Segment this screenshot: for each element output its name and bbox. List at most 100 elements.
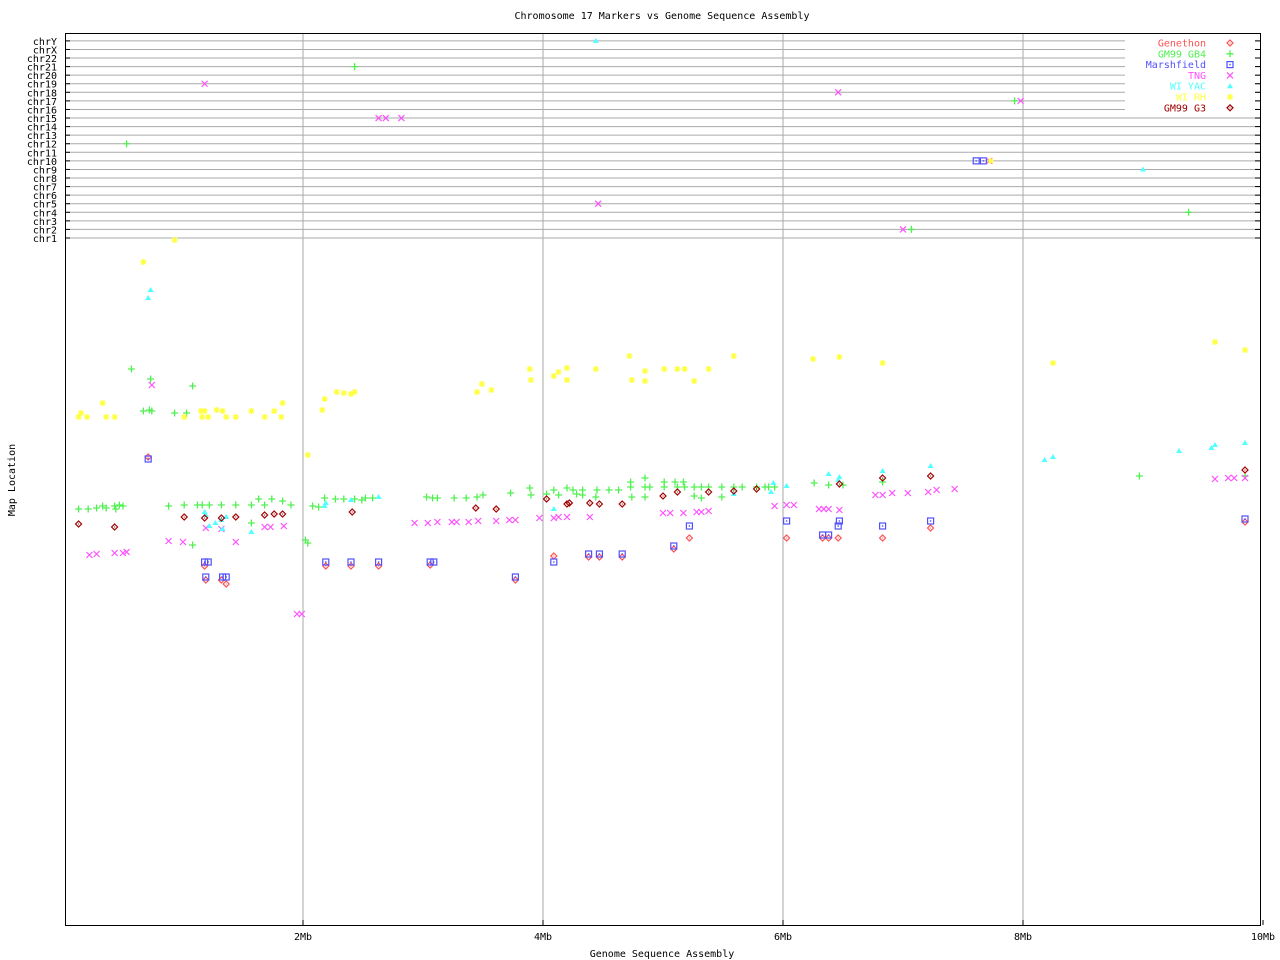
- y-tick-label: chr6: [33, 191, 57, 202]
- data-point: [351, 389, 358, 395]
- data-point: [527, 491, 535, 499]
- data-point: [268, 495, 276, 503]
- chromosome-hit-point: [979, 157, 988, 165]
- data-point: [433, 494, 441, 502]
- data-point: [595, 550, 604, 558]
- legend-label: WI RH: [1176, 93, 1206, 104]
- data-point: [573, 490, 581, 498]
- data-point: [139, 407, 147, 415]
- y-tick-label: chr20: [27, 71, 57, 82]
- data-point: [140, 259, 147, 265]
- data-point: [730, 483, 738, 491]
- chromosome-hit-point: [397, 114, 405, 122]
- data-point: [171, 237, 178, 243]
- y-tick-label: chr2: [33, 225, 57, 236]
- data-point: [261, 414, 268, 420]
- data-point: [205, 501, 213, 509]
- data-point: [878, 522, 887, 530]
- data-point: [752, 485, 761, 493]
- data-point: [825, 471, 832, 476]
- data-point: [592, 366, 599, 372]
- y-tick-label: chr5: [33, 200, 57, 211]
- data-point: [782, 517, 791, 525]
- data-point: [585, 499, 594, 507]
- legend-label: GM99 GB4: [1158, 49, 1206, 60]
- data-point: [222, 573, 230, 581]
- data-point: [232, 501, 240, 509]
- data-point: [148, 381, 156, 389]
- legend-marker: [1226, 50, 1234, 58]
- data-point: [348, 497, 354, 502]
- series-genethon: [144, 453, 1249, 588]
- data-point: [783, 483, 790, 488]
- y-tick-label: chr18: [27, 88, 57, 99]
- chromosome-hit-point: [899, 226, 907, 233]
- data-point: [1241, 466, 1249, 474]
- data-point: [505, 516, 513, 524]
- data-point: [99, 400, 106, 406]
- data-point: [666, 509, 674, 517]
- data-point: [738, 483, 746, 491]
- data-point: [217, 501, 225, 509]
- data-point: [473, 493, 481, 501]
- data-point: [888, 489, 896, 497]
- data-point: [592, 493, 600, 501]
- data-point: [685, 522, 694, 530]
- data-point: [321, 503, 328, 508]
- chromosome-hit-point: [382, 114, 390, 122]
- data-point: [770, 480, 777, 485]
- data-point: [322, 500, 329, 505]
- y-tick-label: chr15: [27, 114, 57, 125]
- data-point: [765, 483, 773, 491]
- data-point: [247, 519, 255, 527]
- data-point: [199, 414, 206, 420]
- y-tick-label: chr1: [33, 234, 57, 245]
- data-point: [147, 375, 155, 383]
- data-point: [103, 414, 110, 420]
- data-point: [110, 523, 119, 531]
- data-point: [375, 494, 382, 499]
- data-point: [280, 522, 288, 530]
- y-tick-label: chrX: [33, 45, 57, 56]
- data-point: [825, 481, 833, 489]
- data-point: [627, 483, 635, 491]
- data-point: [659, 492, 667, 500]
- data-point: [704, 488, 713, 496]
- data-point: [771, 502, 779, 510]
- data-point: [927, 463, 934, 468]
- legend-marker: [1226, 39, 1234, 47]
- data-point: [550, 373, 557, 379]
- series-marshfield: [144, 157, 1249, 581]
- data-point: [1242, 347, 1248, 353]
- data-point: [810, 356, 816, 362]
- data-point: [85, 551, 93, 559]
- x-tick-label: 2Mb: [294, 932, 312, 943]
- chromosome-hit-point: [375, 114, 383, 122]
- data-point: [697, 483, 705, 491]
- data-point: [690, 492, 698, 500]
- data-point: [200, 514, 209, 522]
- data-point: [255, 495, 263, 503]
- data-point: [1212, 442, 1218, 447]
- data-point: [673, 488, 682, 496]
- data-point: [674, 366, 681, 372]
- data-point: [729, 487, 738, 495]
- data-point: [93, 504, 101, 512]
- data-point: [878, 474, 887, 482]
- data-point: [926, 472, 935, 480]
- data-point: [479, 491, 487, 499]
- data-point: [1050, 360, 1056, 366]
- legend-label: GM99 G3: [1164, 103, 1206, 114]
- data-point: [279, 497, 287, 505]
- series-wi-rh: [75, 157, 1248, 458]
- data-point: [102, 504, 110, 512]
- data-point: [375, 558, 383, 566]
- data-point: [247, 501, 255, 509]
- data-point: [322, 558, 330, 566]
- data-point: [333, 389, 340, 395]
- data-point: [926, 524, 935, 532]
- data-point: [871, 491, 879, 499]
- data-point: [99, 502, 107, 510]
- data-point: [679, 478, 687, 486]
- data-point: [271, 408, 278, 414]
